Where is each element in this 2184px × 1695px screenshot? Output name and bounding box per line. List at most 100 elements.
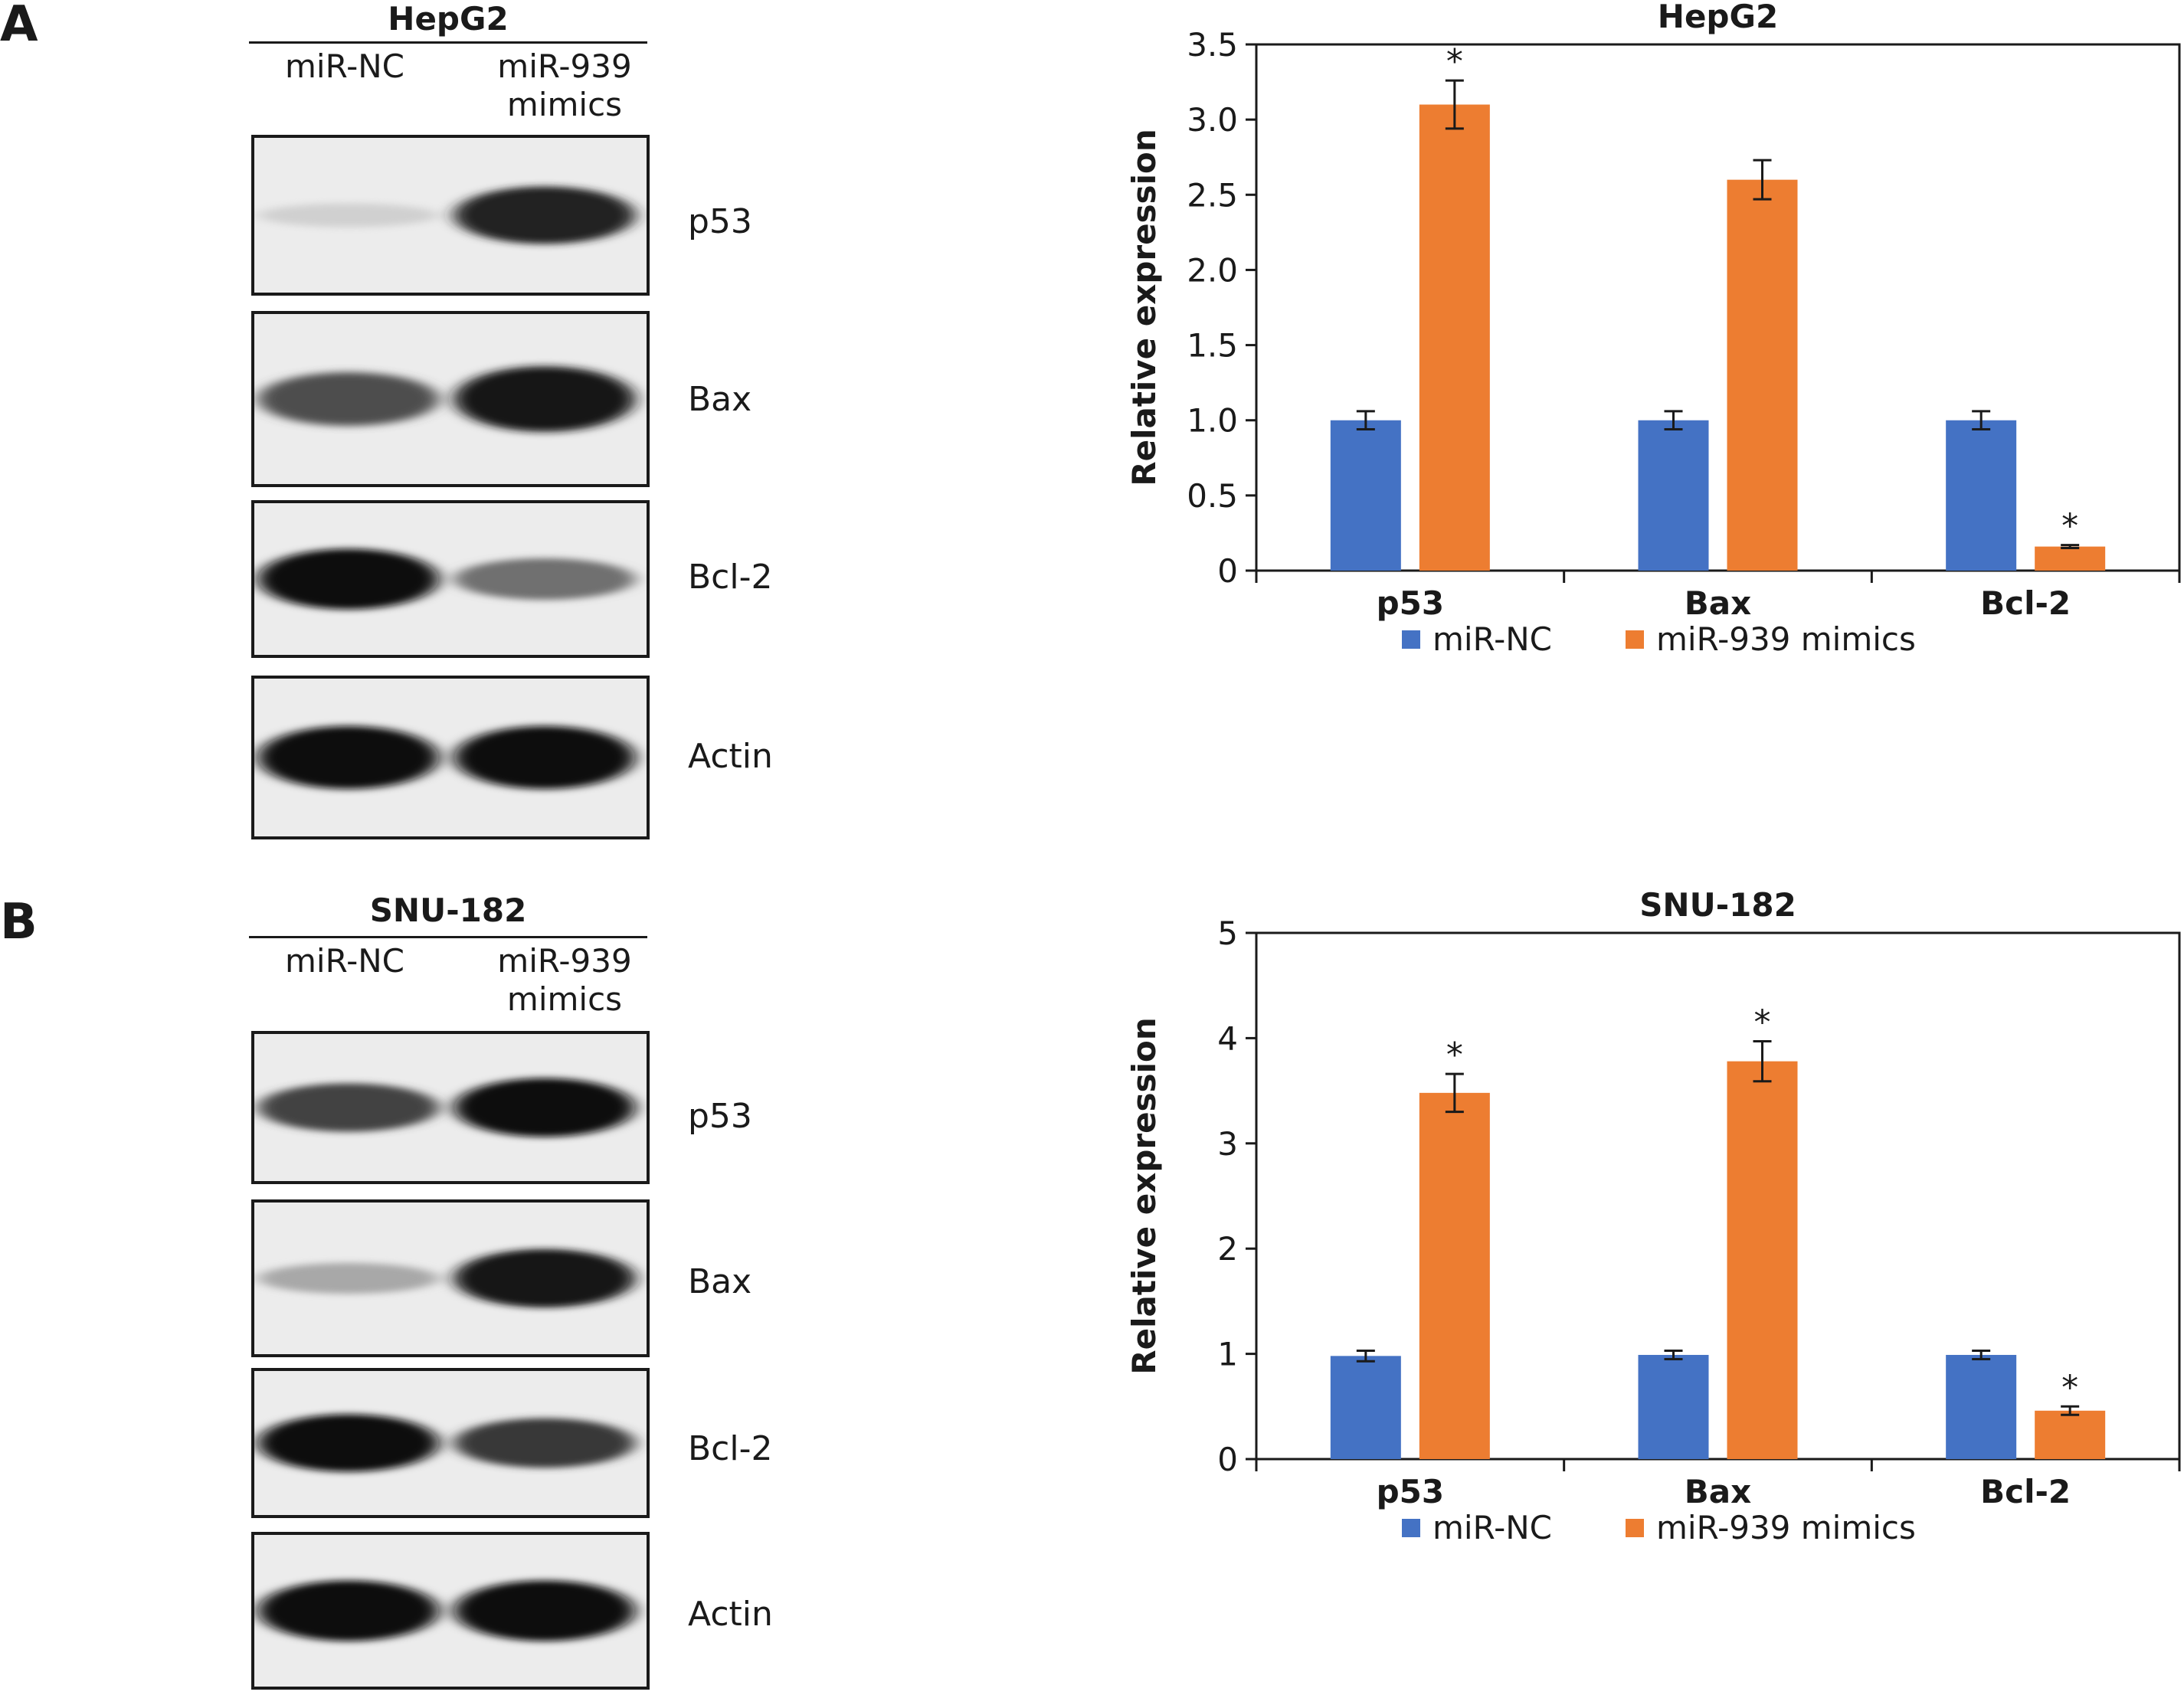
blot-strip [251,500,650,658]
lane-label-mimics-a: miR-939 mimics [497,47,632,123]
error-bar [1972,410,1991,430]
legend: miR-NC miR-939 mimics [1402,1509,1916,1546]
legend-label: miR-939 mimics [1656,620,1916,658]
error-bar [1972,1349,1991,1360]
bar-mir-nc [1638,1354,1709,1459]
y-tick-label: 2 [1217,1230,1238,1268]
significance-marker: * [1754,1003,1771,1042]
error-bar [1356,410,1375,430]
legend-swatch [1626,1519,1644,1537]
blot-strip [251,1199,650,1357]
blot-title-a: HepG2 [388,0,509,38]
error-bar [1445,1072,1464,1114]
significance-marker: * [1446,1036,1463,1075]
x-tick-label: p53 [1377,1473,1445,1510]
plot-frame [1255,43,2181,572]
y-tick-label: 3 [1217,1125,1238,1163]
blot-strip [251,1031,650,1184]
band-mir-nc [258,371,439,427]
legend-label: miR-NC [1433,620,1552,658]
error-bar [1664,410,1683,430]
error-bar [1753,159,1772,201]
panel-letter-b: B [0,894,38,951]
legend-swatch [1626,630,1644,649]
band-label: Bcl-2 [688,1429,773,1468]
band-mir-nc [258,725,439,790]
error-bar [2061,544,2080,550]
bar-mir-nc [1638,420,1709,571]
bar-mir-939-mimics [1727,1061,1798,1459]
band-mir-nc [258,203,439,227]
y-tick-label: 2.0 [1187,251,1238,289]
band-mir-nc [258,1414,439,1472]
band-label: Bcl-2 [688,558,773,597]
y-tick-label: 5 [1217,915,1238,952]
band-label: Bax [688,1262,752,1301]
y-tick-label: 3.0 [1187,101,1238,139]
band-label: p53 [688,1097,752,1136]
lane-label-nc-b: miR-NC [285,942,404,980]
lane-label-nc-a: miR-NC [285,47,404,85]
legend: miR-NC miR-939 mimics [1402,620,1916,658]
error-bar [2061,1405,2080,1416]
band-mir-nc [258,1083,439,1132]
band-mir-939-mimics [454,186,635,244]
y-tick-label: 1.5 [1187,327,1238,365]
x-tick-label: Bax [1685,1473,1751,1510]
significance-marker: * [2061,1368,2078,1407]
bar-chart-snu182: SNU-182 0 1 2 3 4 5 Relative expression p53 Bax Bc… [1125,886,2181,1546]
blot-strip [251,1532,650,1690]
band-label: p53 [688,202,752,241]
blot-strip [251,135,650,296]
lane-label-mimics-b: miR-939 mimics [497,942,632,1018]
blot-title-rule-a [249,41,647,44]
band-mir-939-mimics [454,725,635,790]
y-axis-label: Relative expression [1125,129,1163,486]
bar-mir-939-mimics [1727,179,1798,571]
blot-title-rule-b [249,936,647,938]
y-axis-label: Relative expression [1125,1017,1163,1375]
y-tick-label: 0 [1217,552,1238,590]
band-mir-nc [258,1580,439,1641]
band-label: Actin [688,737,773,776]
y-tick-label: 0.5 [1187,477,1238,515]
legend-swatch [1402,630,1420,649]
y-tick-label: 3.5 [1187,26,1238,64]
band-mir-nc [258,1262,439,1294]
blot-strip [251,676,650,839]
y-tick-label: 0 [1217,1441,1238,1478]
bar-chart-hepg2: HepG2 0 0.5 1.0 1.5 2.0 2.5 3.0 3.5 Relative expr… [1125,0,2181,658]
band-mir-939-mimics [454,1078,635,1137]
significance-marker: * [2061,507,2078,546]
blot-title-b: SNU-182 [369,892,527,929]
chart-title: SNU-182 [1639,886,1796,924]
plot-frame [1255,931,2181,1461]
error-bar [1664,1349,1683,1360]
y-tick-label: 1.0 [1187,402,1238,440]
error-bar [1445,79,1464,130]
legend-label: miR-NC [1433,1509,1552,1546]
band-mir-939-mimics [454,1418,635,1468]
x-tick-label: Bcl-2 [1980,584,2071,622]
bar-mir-939-mimics [2035,1410,2106,1459]
band-label: Bax [688,380,752,419]
blot-strip [251,1368,650,1518]
x-tick-label: Bcl-2 [1980,1473,2071,1510]
y-tick-label: 2.5 [1187,176,1238,214]
significance-marker: * [1446,42,1463,81]
bar-mir-nc [1946,1354,2017,1459]
error-bar [1753,1040,1772,1083]
y-tick-label: 1 [1217,1336,1238,1373]
bar-mir-nc [1946,420,2017,571]
band-mir-939-mimics [454,366,635,432]
band-label: Actin [688,1595,773,1634]
band-mir-939-mimics [454,558,635,600]
bar-mir-nc [1330,420,1401,571]
bar-mir-939-mimics [1419,104,1490,571]
legend-swatch [1402,1519,1420,1537]
y-tick-label: 4 [1217,1019,1238,1057]
panel-letter-a: A [0,0,38,53]
bar-mir-939-mimics [1419,1092,1490,1459]
legend-label: miR-939 mimics [1656,1509,1916,1546]
band-mir-nc [258,548,439,610]
